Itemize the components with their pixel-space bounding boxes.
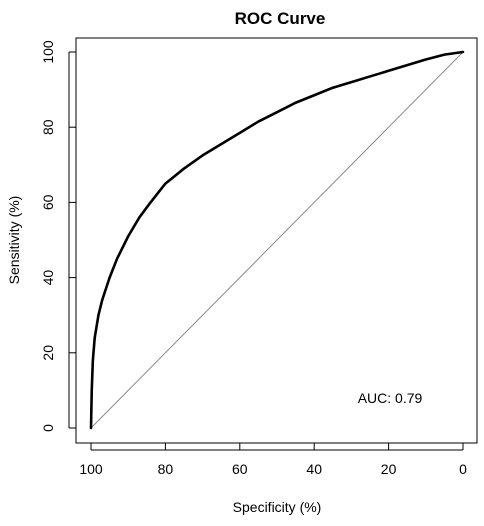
x-tick-label: 40 bbox=[306, 461, 322, 477]
x-axis: 100 80 60 40 20 0 bbox=[79, 443, 467, 477]
chart-title: ROC Curve bbox=[235, 9, 326, 28]
x-axis-label: Specificity (%) bbox=[233, 499, 322, 515]
plot-frame bbox=[75, 37, 478, 444]
y-tick-label: 40 bbox=[40, 270, 56, 286]
x-tick-label: 20 bbox=[381, 461, 397, 477]
y-axis: 0 20 40 60 80 100 bbox=[40, 40, 76, 432]
x-tick-label: 0 bbox=[459, 461, 467, 477]
x-tick-label: 100 bbox=[79, 461, 103, 477]
y-tick-label: 80 bbox=[40, 119, 56, 135]
y-tick-label: 0 bbox=[40, 424, 56, 432]
y-axis-label: Sensitivity (%) bbox=[6, 196, 22, 285]
y-tick-label: 60 bbox=[40, 194, 56, 210]
y-tick-label: 20 bbox=[40, 345, 56, 361]
x-tick-label: 80 bbox=[158, 461, 174, 477]
reference-diagonal-line bbox=[90, 51, 464, 429]
x-tick-label: 60 bbox=[232, 461, 248, 477]
roc-curve-line bbox=[89, 50, 465, 430]
y-tick-label: 100 bbox=[40, 40, 56, 64]
auc-annotation: AUC: 0.79 bbox=[358, 390, 423, 406]
